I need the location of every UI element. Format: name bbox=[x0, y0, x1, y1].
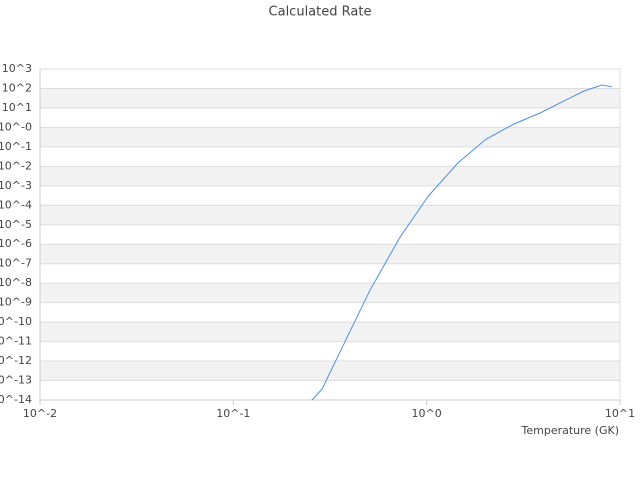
y-tick-label: 10^1 bbox=[2, 101, 32, 114]
y-tick-label: 10^-14 bbox=[0, 393, 32, 406]
grid-band bbox=[40, 322, 620, 342]
y-tick-label: 10^-1 bbox=[0, 140, 32, 153]
y-tick-label: 10^-7 bbox=[0, 257, 32, 270]
y-tick-label: 10^-6 bbox=[0, 237, 32, 250]
y-tick-label: 10^2 bbox=[2, 81, 32, 94]
x-axis-label: Temperature (GK) bbox=[521, 424, 620, 437]
grid-band bbox=[40, 88, 620, 108]
y-tick-label: 10^-9 bbox=[0, 296, 32, 309]
y-tick-label: 10^-2 bbox=[0, 159, 32, 172]
y-tick-label: 10^-8 bbox=[0, 276, 32, 289]
y-tick-label: 10^-0 bbox=[0, 120, 32, 133]
grid-band bbox=[40, 244, 620, 264]
grid-band bbox=[40, 127, 620, 147]
y-tick-label: 10^-10 bbox=[0, 315, 32, 328]
y-tick-label: 10^-3 bbox=[0, 179, 32, 192]
y-tick-label: 10^3 bbox=[2, 62, 32, 75]
x-tick-label: 10^-2 bbox=[23, 407, 57, 420]
grid-band bbox=[40, 361, 620, 381]
grid-band bbox=[40, 283, 620, 303]
x-tick-label: 10^-1 bbox=[216, 407, 250, 420]
y-tick-label: 10^-12 bbox=[0, 354, 32, 367]
chart-title: Calculated Rate bbox=[269, 5, 372, 20]
grid-band bbox=[40, 166, 620, 186]
data-line bbox=[311, 84, 613, 401]
y-tick-label: 10^-11 bbox=[0, 335, 32, 348]
x-tick-label: 10^0 bbox=[412, 407, 442, 420]
x-tick-label: 10^1 bbox=[605, 407, 635, 420]
grid-band bbox=[40, 205, 620, 225]
y-tick-label: 10^-4 bbox=[0, 198, 32, 211]
y-tick-label: 10^-13 bbox=[0, 374, 32, 387]
y-tick-label: 10^-5 bbox=[0, 218, 32, 231]
